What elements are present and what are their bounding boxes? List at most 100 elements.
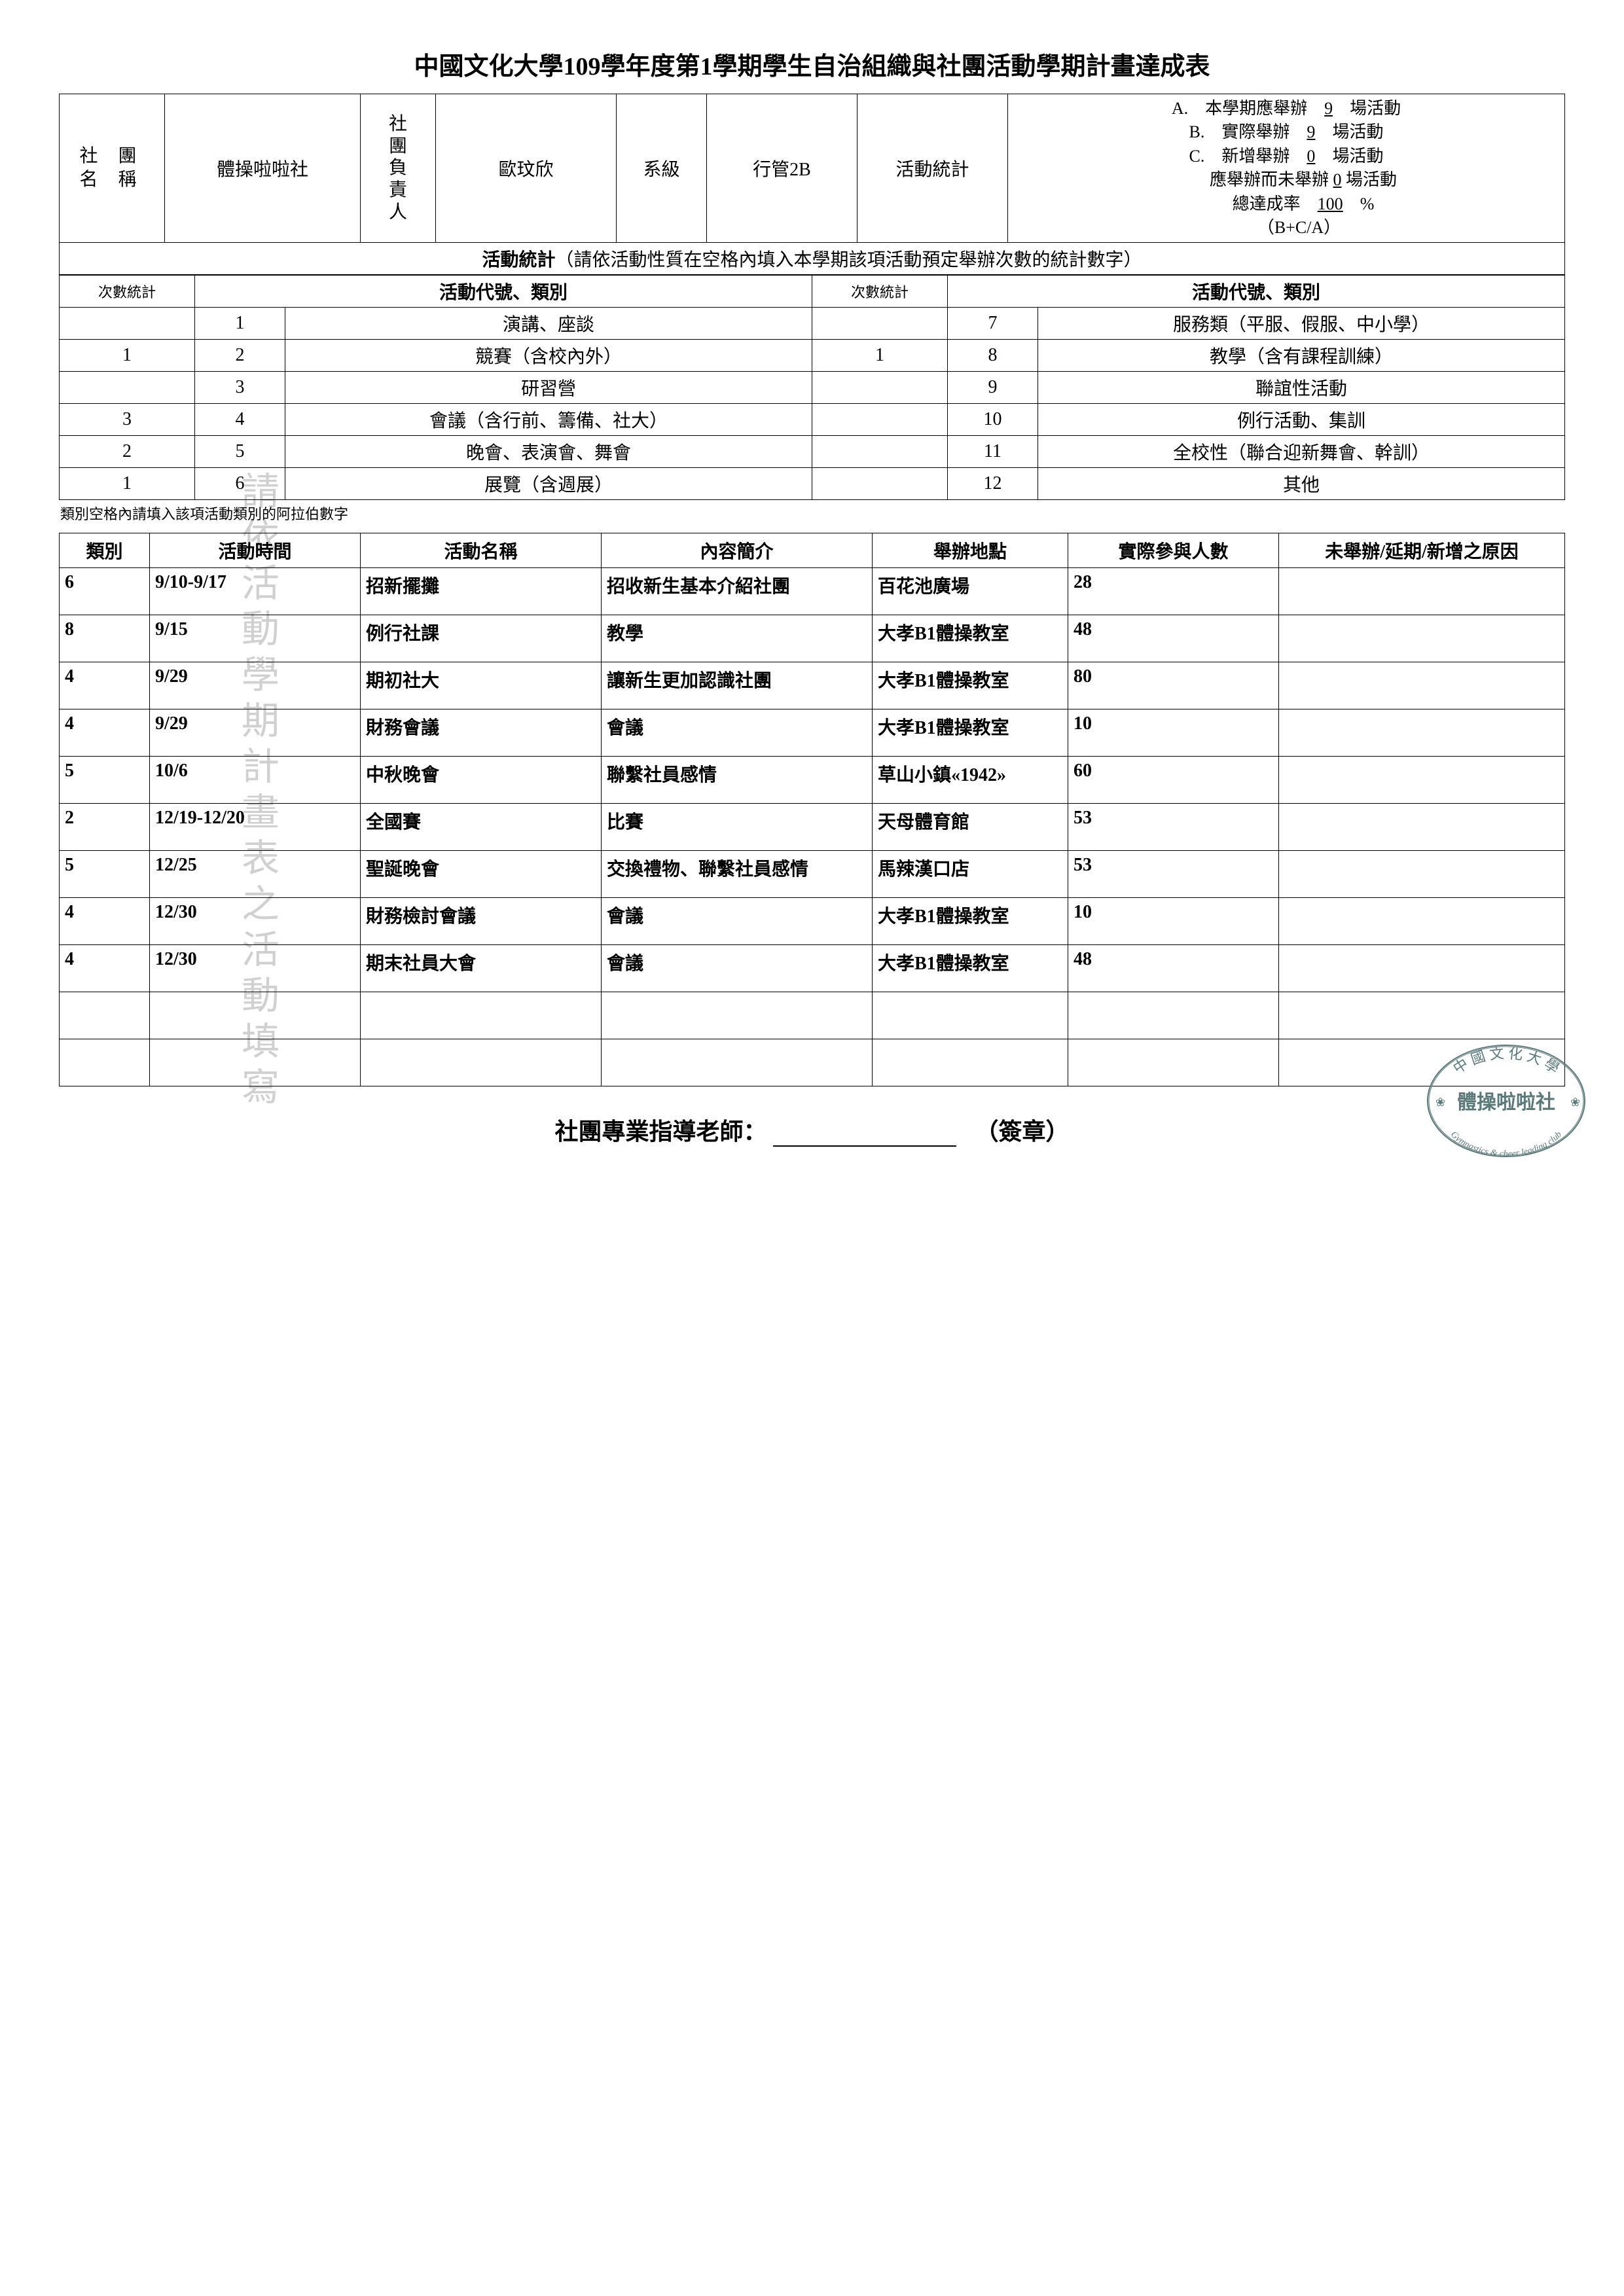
act-time: 12/30 [150,898,361,945]
cat-count [812,404,948,436]
cat-name: 展覽（含週展） [285,468,812,500]
cat-count [812,468,948,500]
cat-name: 會議（含行前、籌備、社大） [285,404,812,436]
act-name: 期初社大 [361,662,602,709]
cat-name: 教學（含有課程訓練） [1038,340,1565,372]
act-desc: 會議 [602,709,873,757]
act-desc: 會議 [602,945,873,992]
grade-value: 行管2B [707,94,857,243]
act-time: 9/29 [150,709,361,757]
category-note: 類別空格內請填入該項活動類別的阿拉伯數字 [60,503,1565,524]
count-header-right: 次數統計 [812,276,948,308]
svg-text:體操啦啦社: 體操啦啦社 [1457,1091,1555,1113]
act-loc: 大孝B1體操教室 [873,615,1068,662]
act-cat: 5 [60,757,150,804]
act-people: 53 [1068,804,1279,851]
act-loc: 天母體育館 [873,804,1068,851]
cat-name: 演講、座談 [285,308,812,340]
cat-num: 7 [948,308,1038,340]
act-reason [1279,945,1565,992]
cat-num: 10 [948,404,1038,436]
cat-num: 11 [948,436,1038,468]
cat-count: 1 [812,340,948,372]
cat-name: 例行活動、集訓 [1038,404,1565,436]
act-time: 12/19-12/20 [150,804,361,851]
signature-line: 社團專業指導老師： （簽章） [59,1113,1565,1147]
col-cat: 類別 [60,533,150,568]
act-reason [1279,568,1565,615]
svg-text:❀: ❀ [1435,1096,1445,1109]
act-name: 財務檢討會議 [361,898,602,945]
act-loc: 草山小鎮«1942» [873,757,1068,804]
act-name: 中秋晚會 [361,757,602,804]
act-loc: 大孝B1體操教室 [873,898,1068,945]
act-loc: 百花池廣場 [873,568,1068,615]
cat-name: 其他 [1038,468,1565,500]
cat-count [812,372,948,404]
page-title: 中國文化大學109學年度第1學期學生自治組織與社團活動學期計畫達成表 [59,46,1565,82]
act-reason [1279,898,1565,945]
act-people: 10 [1068,709,1279,757]
col-time: 活動時間 [150,533,361,568]
cat-num: 6 [195,468,285,500]
act-cat: 4 [60,945,150,992]
cat-name: 全校性（聯合迎新舞會、幹訓） [1038,436,1565,468]
act-desc: 教學 [602,615,873,662]
cat-count [60,372,195,404]
act-reason [1279,662,1565,709]
act-desc: 讓新生更加認識社團 [602,662,873,709]
act-reason [1279,757,1565,804]
act-people: 28 [1068,568,1279,615]
act-name: 期末社員大會 [361,945,602,992]
stat-section-header: 活動統計（請依活動性質在空格內填入本學期該項活動預定舉辦次數的統計數字） [60,243,1565,275]
act-cat: 4 [60,709,150,757]
code-header-right: 活動代號、類別 [948,276,1565,308]
svg-text:❀: ❀ [1570,1096,1580,1109]
club-stamp: 中 國 文 化 大 學 體操啦啦社 Gymnastics & cheer lea… [1421,1035,1591,1166]
svg-text:Gymnastics & cheer leading clu: Gymnastics & cheer leading club [1449,1130,1564,1159]
grade-label: 系級 [617,94,707,243]
act-people: 53 [1068,851,1279,898]
act-people: 80 [1068,662,1279,709]
count-header-left: 次數統計 [60,276,195,308]
act-people: 48 [1068,945,1279,992]
act-time: 9/29 [150,662,361,709]
act-time: 10/6 [150,757,361,804]
col-people: 實際參與人數 [1068,533,1279,568]
act-name: 例行社課 [361,615,602,662]
header-table: 社 團 名 稱 體操啦啦社 社團負責人 歐玟欣 系級 行管2B 活動統計 A. … [59,94,1565,275]
leader-name: 歐玟欣 [436,94,617,243]
act-cat: 2 [60,804,150,851]
cat-name: 研習營 [285,372,812,404]
cat-count: 1 [60,340,195,372]
act-reason [1279,804,1565,851]
act-cat: 4 [60,898,150,945]
cat-num: 1 [195,308,285,340]
cat-num: 3 [195,372,285,404]
code-header-left: 活動代號、類別 [195,276,812,308]
act-desc: 會議 [602,898,873,945]
cat-count [60,308,195,340]
act-cat: 6 [60,568,150,615]
club-name-label: 社 團 名 稱 [63,145,160,192]
act-name: 全國賽 [361,804,602,851]
act-reason [1279,709,1565,757]
category-table: 次數統計 活動代號、類別 次數統計 活動代號、類別 1 演講、座談 7 服務類（… [59,275,1565,500]
act-cat: 8 [60,615,150,662]
act-people: 60 [1068,757,1279,804]
act-loc: 大孝B1體操教室 [873,709,1068,757]
act-desc: 交換禮物、聯繫社員感情 [602,851,873,898]
col-reason: 未舉辦/延期/新增之原因 [1279,533,1565,568]
cat-count [812,436,948,468]
act-desc: 招收新生基本介紹社團 [602,568,873,615]
act-desc: 比賽 [602,804,873,851]
leader-label: 社團負責人 [365,113,431,223]
act-name: 聖誕晚會 [361,851,602,898]
stat-label: 活動統計 [857,94,1008,243]
act-reason [1279,851,1565,898]
act-cat: 4 [60,662,150,709]
act-desc: 聯繫社員感情 [602,757,873,804]
act-time: 9/10-9/17 [150,568,361,615]
cat-name: 晚會、表演會、舞會 [285,436,812,468]
col-name: 活動名稱 [361,533,602,568]
